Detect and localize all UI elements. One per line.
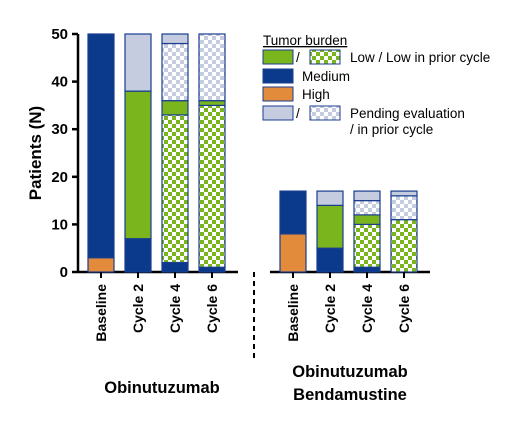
bar-segment-pending <box>317 191 343 205</box>
category-label: Baseline <box>285 284 301 342</box>
y-axis-label: Patients (N) <box>26 106 45 200</box>
bar-segment-high <box>280 234 306 272</box>
stacked-bars <box>88 34 417 278</box>
bar-segment-medium <box>199 267 225 272</box>
category-label: Cycle 6 <box>204 284 220 333</box>
group-label-obinutuzumab-bendamustine-line1: Obinutuzumab <box>292 363 407 381</box>
category-label: Baseline <box>93 284 109 342</box>
bar-segment-pending <box>391 191 417 196</box>
bar-segment-medium <box>162 262 188 272</box>
legend-swatch-pending-prior <box>310 106 340 120</box>
bar-segment-low-prior <box>162 115 188 263</box>
y-tick-marks: 0 10 20 30 40 50 <box>51 26 78 281</box>
bar-segment-low <box>354 215 380 225</box>
legend: Tumor burden / Low / Low in prior cycle … <box>263 33 490 137</box>
y-tick-label: 20 <box>51 169 68 186</box>
legend-label-medium: Medium <box>302 69 350 84</box>
bar-segment-medium <box>88 34 114 258</box>
legend-label-high: High <box>302 87 330 102</box>
y-tick-label: 50 <box>51 26 68 43</box>
category-labels: Baseline Cycle 2 Cycle 4 Cycle 6 Baseline Cyc… <box>93 284 412 342</box>
legend-swatch-medium <box>263 69 293 83</box>
bar-segment-pending-prior <box>354 201 380 215</box>
bar-segment-pending <box>162 34 188 44</box>
bar-segment-low <box>317 205 343 248</box>
bar-segment-low-prior <box>354 224 380 267</box>
category-label: Cycle 4 <box>167 284 183 333</box>
category-label: Cycle 4 <box>359 284 375 333</box>
bar-segment-pending-prior <box>391 196 417 220</box>
bar-segment-low-prior <box>199 105 225 267</box>
bar-segment-pending-prior <box>162 44 188 101</box>
legend-swatch-low <box>263 50 293 64</box>
legend-title: Tumor burden <box>263 33 347 48</box>
category-label: Cycle 2 <box>130 284 146 333</box>
legend-swatch-high <box>263 87 293 101</box>
bar-segment-medium <box>317 248 343 272</box>
y-tick-label: 40 <box>51 74 68 91</box>
bar-segment-medium <box>354 267 380 272</box>
category-label: Cycle 2 <box>322 284 338 333</box>
bar-segment-high <box>88 258 114 272</box>
bar-segment-pending-prior <box>199 34 225 101</box>
legend-label-low: Low / Low in prior cycle <box>350 50 490 65</box>
bar-segment-low-prior <box>391 220 417 272</box>
y-tick-label: 0 <box>60 264 68 281</box>
bar-segment-low <box>162 101 188 115</box>
legend-swatch-low-prior <box>310 50 340 64</box>
legend-label-pending-line2: / in prior cycle <box>350 122 433 137</box>
y-tick-label: 10 <box>51 216 68 233</box>
y-tick-label: 30 <box>51 121 68 138</box>
bar-segment-pending <box>354 191 380 201</box>
legend-label-pending: Pending evaluation <box>350 106 465 121</box>
group-label-obinutuzumab: Obinutuzumab <box>104 379 219 397</box>
legend-swatch-pending <box>263 106 293 120</box>
bar-segment-low <box>199 101 225 106</box>
group-label-obinutuzumab-bendamustine-line2: Bendamustine <box>293 386 407 404</box>
bar-segment-medium <box>125 239 151 272</box>
category-label: Cycle 6 <box>396 284 412 333</box>
bar-segment-pending <box>125 34 151 91</box>
bar-segment-low <box>125 91 151 239</box>
bar-segment-medium <box>280 191 306 234</box>
legend-slash-low: / <box>296 50 300 65</box>
legend-slash-pending: / <box>296 106 300 121</box>
